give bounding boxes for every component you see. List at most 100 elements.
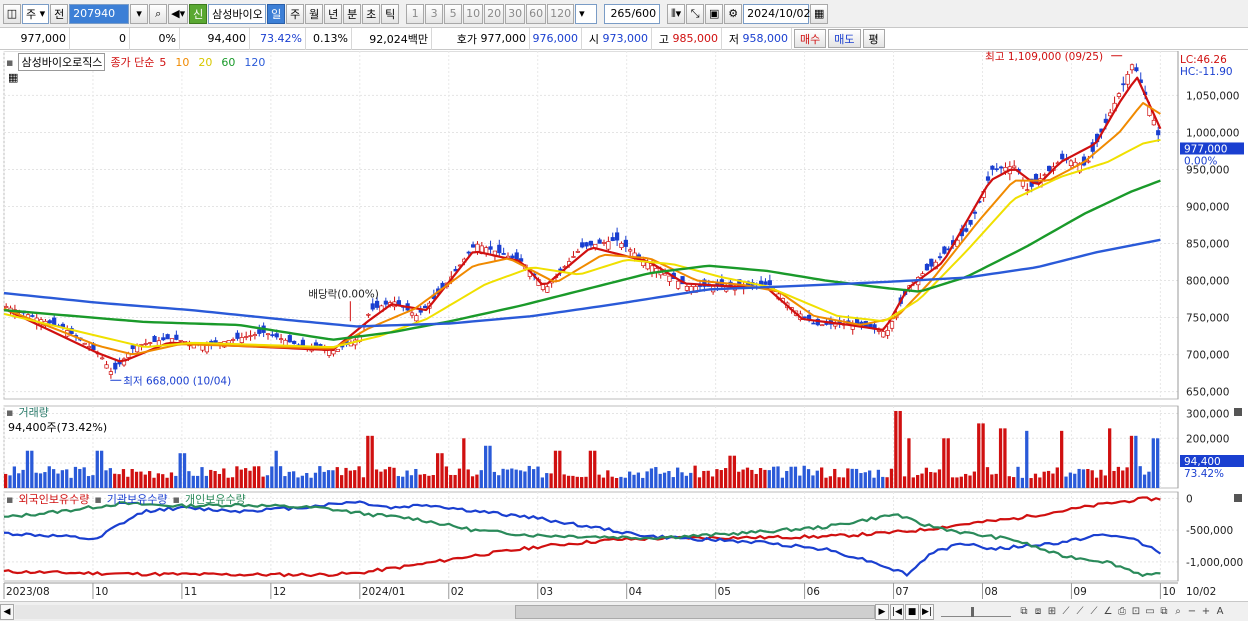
interval-button[interactable]: 20 (484, 3, 505, 24)
volume-bar (1038, 477, 1042, 488)
volume-bar (65, 469, 69, 488)
candle-body (702, 279, 707, 287)
eval-button[interactable]: 평 (862, 29, 885, 48)
period-button[interactable]: 년 (324, 3, 343, 24)
interval-button[interactable]: 5 (444, 3, 463, 24)
screen-icon[interactable]: ▭ (1145, 606, 1155, 617)
prev-button[interactable]: 전 (50, 3, 69, 24)
candle-body (178, 340, 183, 342)
volume-bar (204, 475, 209, 488)
candle-body (414, 315, 419, 322)
zoom-in-icon[interactable]: + (1201, 606, 1211, 617)
volume-bar (580, 477, 584, 488)
font-size-icon[interactable]: A (1216, 606, 1224, 617)
count-field[interactable]: 265/600 (604, 3, 661, 24)
stock-code-input[interactable]: 207940 (69, 3, 130, 24)
layout-icon[interactable]: ◫ (3, 3, 21, 24)
period-button[interactable]: 월 (305, 3, 324, 24)
panel-grip-icon[interactable]: ▪ (94, 492, 102, 506)
stop-icon[interactable]: ■ (905, 603, 919, 620)
candle-type-icon[interactable]: ⫴▾ (667, 3, 686, 24)
draw-tool-icon[interactable]: ⤡ (686, 3, 705, 24)
period-button[interactable]: 일 (267, 3, 286, 24)
window-icon[interactable]: ⧈ (1034, 606, 1042, 617)
period-button[interactable]: 주 (286, 3, 305, 24)
ma-period-list: 5 10 20 60 120 (159, 56, 265, 69)
volume-bar (4, 473, 8, 488)
candle-body (161, 337, 166, 341)
zoom-icon[interactable]: ⌕ (1175, 606, 1181, 617)
candle-body (985, 176, 991, 181)
scroll-right-icon[interactable]: ▶ (875, 603, 889, 620)
first-icon[interactable]: |◀ (890, 603, 904, 620)
speaker-icon[interactable]: ◀▾ (168, 3, 189, 24)
volume-bar (104, 470, 108, 488)
volume-bar (73, 466, 78, 488)
interval-button[interactable]: 3 (425, 3, 444, 24)
volume-bar (854, 468, 859, 488)
measure-icon[interactable]: ⟋ (1090, 606, 1098, 617)
volume-tag-pct: 73.42% (1184, 468, 1224, 480)
print-icon[interactable]: ⎙ (1118, 606, 1126, 617)
angle-icon[interactable]: ∠ (1103, 606, 1113, 617)
copy-icon[interactable]: ⧉ (1020, 606, 1028, 617)
zoom-out-icon[interactable]: − (1187, 606, 1197, 617)
x-tick-label: 12 (273, 586, 286, 598)
interval-dropdown[interactable]: ▾ (575, 3, 598, 24)
ma-line-20 (3, 138, 1161, 349)
scroll-track[interactable] (15, 604, 875, 619)
code-dropdown-icon[interactable]: ▾ (130, 3, 149, 24)
interval-button[interactable]: 120 (547, 3, 575, 24)
date-field[interactable]: 2024/10/02 (743, 3, 811, 24)
buy-button[interactable]: 매수 (794, 29, 827, 48)
period-button[interactable]: 분 (343, 3, 362, 24)
interval-button[interactable]: 30 (505, 3, 526, 24)
high-cell: 고 985,000 (652, 27, 722, 50)
box-icon[interactable]: ⊡ (1131, 606, 1141, 617)
candle-body (767, 280, 772, 286)
tile-icon[interactable]: ⊞ (1047, 606, 1057, 617)
volume-bar (244, 468, 248, 488)
volume-bar (152, 477, 156, 488)
save-icon[interactable]: ▣ (705, 3, 724, 24)
interval-button[interactable]: 60 (526, 3, 547, 24)
gear-icon[interactable]: ⚙ (724, 3, 743, 24)
search-icon[interactable]: ⌕ (149, 3, 168, 24)
panel-grip-icon[interactable]: ▪ (6, 55, 14, 69)
scroll-left-icon[interactable]: ◀ (0, 603, 14, 620)
calendar-icon[interactable]: ▦ (810, 3, 829, 24)
zoom-slider[interactable] (941, 606, 1011, 617)
candle-body (584, 242, 589, 247)
panel-grip-icon[interactable]: ▪ (6, 492, 14, 506)
volume-bar (754, 473, 758, 488)
chart-canvas[interactable]: 650,000 700,000 750,000 800,000 850,000 900,0… (0, 50, 1248, 601)
candle-body (964, 228, 969, 232)
interval-button[interactable]: 10 (463, 3, 484, 24)
scroll-thumb[interactable] (515, 604, 875, 619)
candle-body (889, 321, 895, 329)
volume-bar (571, 475, 575, 488)
market-select[interactable]: 주 ▾ (22, 3, 50, 24)
interval-button[interactable]: 1 (406, 3, 425, 24)
period-button[interactable]: 초 (362, 3, 381, 24)
last-icon[interactable]: ▶| (920, 603, 934, 620)
panel-grip-icon[interactable]: ▪ (6, 405, 14, 419)
panel-grip-icon[interactable]: ▪ (172, 492, 180, 506)
ruler-icon[interactable]: ⟋ (1076, 606, 1084, 617)
candle-body (802, 316, 807, 319)
volume-bar (628, 471, 632, 488)
bid-label: 호가 (456, 32, 477, 46)
volume-bar (1147, 471, 1151, 488)
zoom-handle[interactable] (971, 606, 974, 617)
volume-bar (929, 472, 933, 488)
period-button[interactable]: 틱 (381, 3, 400, 24)
volume-bar (82, 467, 86, 488)
table-toggle-icon[interactable]: ▦ (8, 71, 19, 84)
line-icon[interactable]: ⟋ (1062, 606, 1070, 617)
sell-button[interactable]: 매도 (828, 29, 861, 48)
stock-chart[interactable]: 650,000 700,000 750,000 800,000 850,000 900,0… (0, 50, 1248, 601)
export-icon[interactable]: ⧉ (1160, 606, 1168, 617)
volume-bar (710, 476, 715, 488)
volume-bar (614, 478, 619, 488)
